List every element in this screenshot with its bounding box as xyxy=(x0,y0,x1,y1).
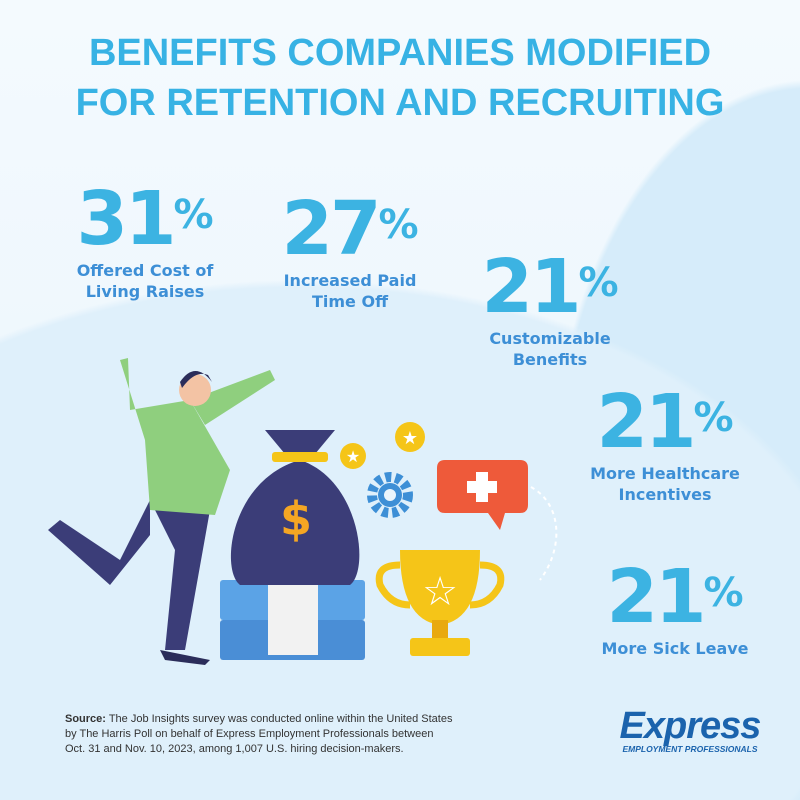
star-coin-icon: ★ ★ xyxy=(340,422,425,469)
stat-customizable-benefits: 21% Customizable Benefits xyxy=(470,250,630,370)
trophy-icon: ☆ xyxy=(375,550,505,656)
illustration: $ ★ ★ ☆ xyxy=(48,358,558,665)
stat-sick-leave: 21% More Sick Leave xyxy=(600,560,750,659)
stat-healthcare-incentives: 21% More Healthcare Incentives xyxy=(580,385,750,505)
title-line-1: BENEFITS COMPANIES MODIFIED xyxy=(88,32,712,74)
celebrating-man xyxy=(48,358,275,665)
dollar-icon: $ xyxy=(280,492,312,546)
title-line-2: FOR RETENTION AND RECRUITING xyxy=(75,82,725,124)
svg-text:★: ★ xyxy=(402,428,418,449)
stat-value: 21% xyxy=(606,554,744,640)
stat-paid-time-off: 27% Increased Paid Time Off xyxy=(270,192,430,312)
stat-label: Increased Paid Time Off xyxy=(283,271,417,311)
svg-text:★: ★ xyxy=(346,447,360,466)
stat-value: 31% xyxy=(76,176,214,262)
stat-label: Offered Cost of Living Raises xyxy=(76,261,214,301)
gear-icon xyxy=(367,472,413,518)
stat-label: More Healthcare Incentives xyxy=(590,464,740,504)
stat-cost-of-living: 31% Offered Cost of Living Raises xyxy=(55,182,235,302)
cash-stack-icon xyxy=(220,580,365,660)
express-logo: Express EMPLOYMENT PROFESSIONALS xyxy=(619,705,762,754)
medical-cross-icon xyxy=(437,460,528,530)
stat-value: 21% xyxy=(481,244,619,330)
stat-value: 21% xyxy=(596,379,734,465)
stat-label: More Sick Leave xyxy=(601,639,749,658)
money-bag-icon: $ xyxy=(230,430,360,585)
stat-label: Customizable Benefits xyxy=(489,329,611,369)
stat-value: 27% xyxy=(281,186,419,272)
page-title: BENEFITS COMPANIES MODIFIED FOR RETENTIO… xyxy=(0,28,800,128)
source-note: Source: The Job Insights survey was cond… xyxy=(65,713,453,755)
svg-text:☆: ☆ xyxy=(422,569,458,615)
